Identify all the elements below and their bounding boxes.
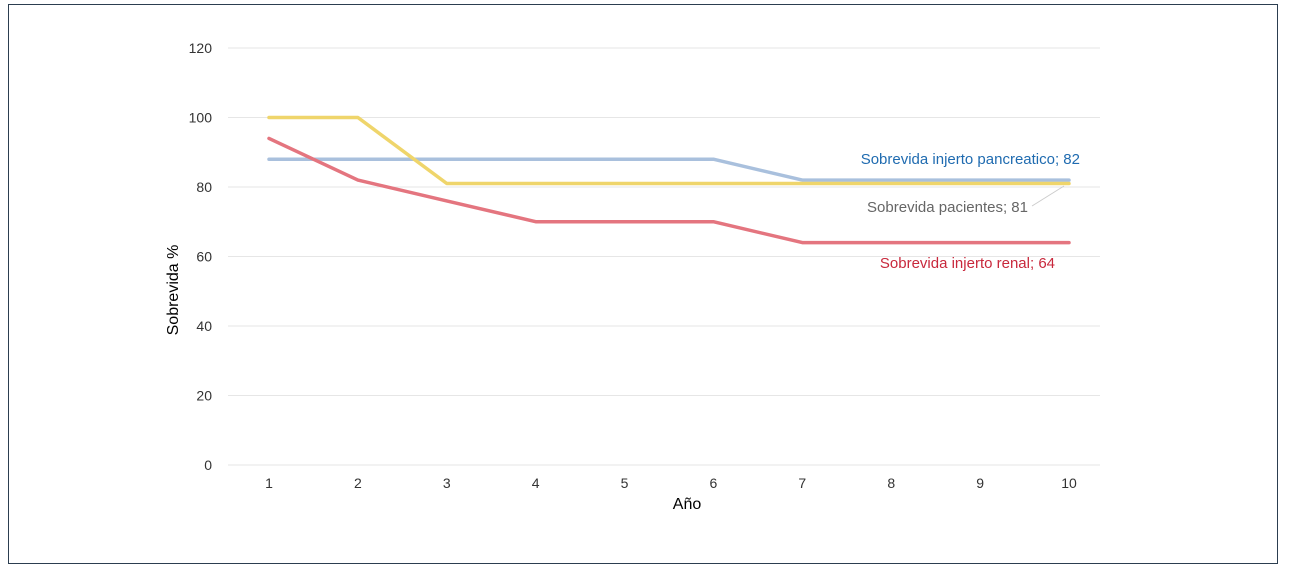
- y-tick-label: 40: [196, 318, 212, 334]
- series-label-1: Sobrevida pacientes; 81: [867, 199, 1028, 216]
- y-tick-label: 120: [189, 40, 213, 56]
- series-line-2: [267, 136, 1071, 245]
- x-tick-label: 7: [798, 475, 806, 491]
- y-tick-label: 80: [196, 179, 212, 195]
- series-line-1: [267, 115, 1071, 186]
- y-axis-ticks: 0 20 40 60 80 100 120: [189, 40, 213, 473]
- x-tick-label: 8: [887, 475, 895, 491]
- chart-frame: [8, 4, 1278, 564]
- series-labels: Sobrevida injerto pancreatico; 82 Sobrevi…: [861, 151, 1080, 272]
- x-tick-label: 2: [354, 475, 362, 491]
- series-label-0: Sobrevida injerto pancreatico; 82: [861, 151, 1080, 168]
- y-axis-title: Sobrevida %: [165, 245, 182, 336]
- y-tick-label: 0: [204, 457, 212, 473]
- grid: [228, 47, 1100, 466]
- x-axis-title: Año: [673, 496, 702, 513]
- series-lines: [267, 115, 1071, 245]
- x-tick-label: 9: [976, 475, 984, 491]
- series-label-2: Sobrevida injerto renal; 64: [880, 255, 1055, 272]
- survival-line-chart: 0 20 40 60 80 100 120 1 2 3 4 5 6 7 8 9 10 Sobrevida in…: [165, 40, 1100, 513]
- x-tick-label: 4: [532, 475, 540, 491]
- x-axis-ticks: 1 2 3 4 5 6 7 8 9 10: [265, 475, 1077, 491]
- label-leader-line: [1031, 185, 1065, 207]
- series-line-0: [267, 157, 1071, 182]
- x-tick-label: 5: [621, 475, 629, 491]
- x-tick-label: 6: [710, 475, 718, 491]
- x-tick-label: 10: [1061, 475, 1077, 491]
- y-tick-label: 100: [189, 110, 213, 126]
- x-tick-label: 1: [265, 475, 273, 491]
- y-tick-label: 20: [196, 388, 212, 404]
- y-tick-label: 60: [196, 249, 212, 265]
- x-tick-label: 3: [443, 475, 451, 491]
